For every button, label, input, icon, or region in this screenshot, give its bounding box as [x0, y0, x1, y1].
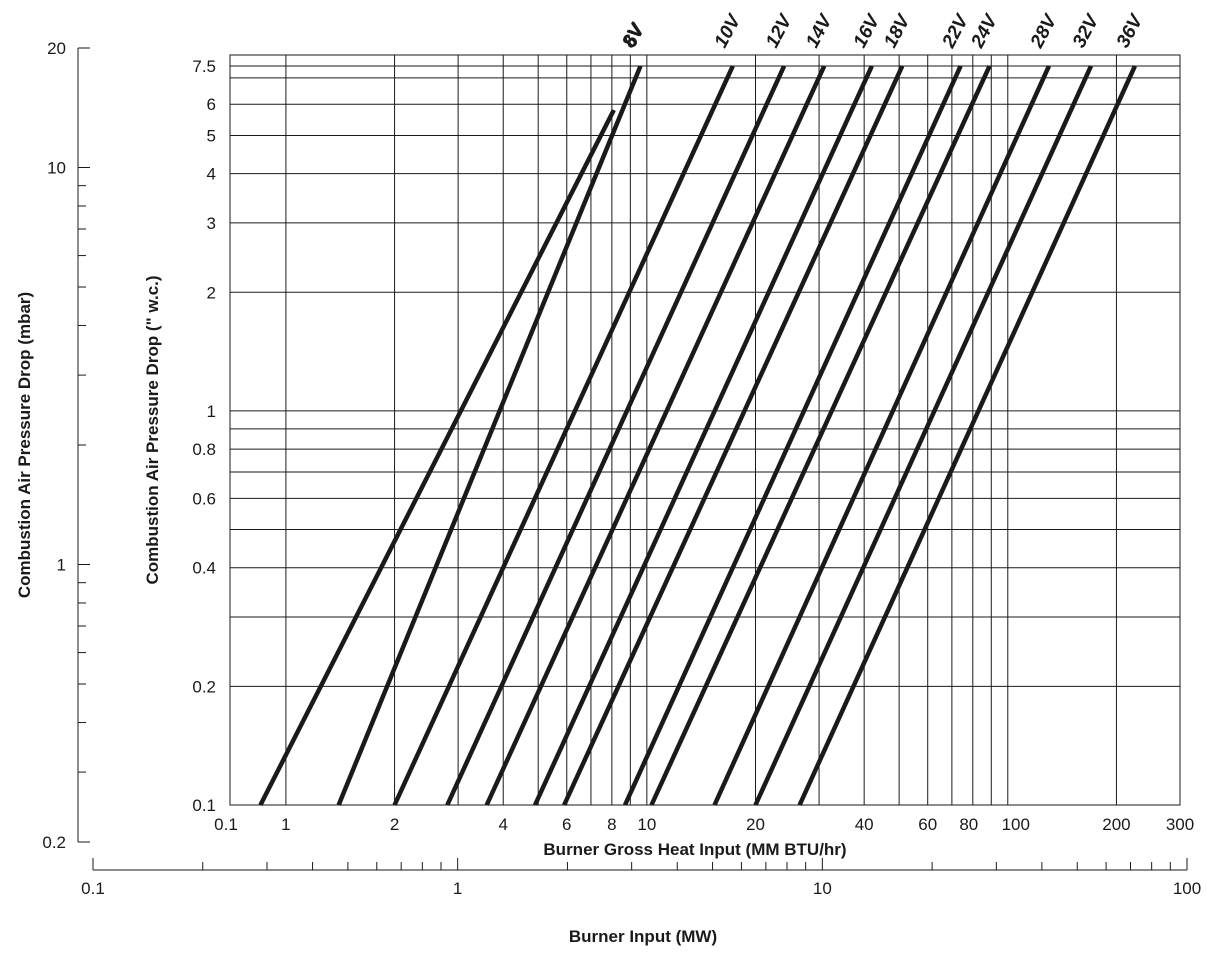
x-tick-label: 60: [918, 815, 937, 834]
y-tick-label: 1: [207, 402, 216, 421]
x-axis-title: Burner Gross Heat Input (MM BTU/hr): [543, 840, 846, 859]
x-tick-label: 20: [746, 815, 765, 834]
series-line-32V: [753, 65, 1094, 806]
series-line-8V: [336, 65, 643, 806]
series-line-6V: [258, 109, 616, 807]
series-label-18V: 18V: [880, 10, 915, 51]
series-label-12V: 12V: [762, 10, 797, 51]
x-tick-label: 300: [1166, 815, 1194, 834]
y-tick-label: 6: [207, 95, 216, 114]
bottom-axis-tick-label: 0.1: [81, 879, 105, 898]
series-line-28V: [712, 65, 1051, 806]
series-line-24V: [649, 65, 992, 806]
x-tick-label: 100: [1002, 815, 1030, 834]
x-tick-label: 80: [959, 815, 978, 834]
series-label-36V: 36V: [1113, 10, 1148, 51]
series-label-24V: 24V: [967, 10, 1003, 52]
series-line-16V: [532, 65, 874, 806]
left-axis-tick-label: 1: [57, 556, 66, 575]
left-axis-title: Combustion Air Pressure Drop (mbar): [15, 292, 34, 598]
series-label-16V: 16V: [850, 10, 885, 51]
x-tick-label: 2: [390, 815, 399, 834]
y-tick-label: 4: [207, 165, 216, 184]
x-tick-label: 1: [281, 815, 290, 834]
y-tick-label: 0.1: [192, 796, 216, 815]
x-tick-label: 40: [855, 815, 874, 834]
y-tick-label: 0.4: [192, 559, 216, 578]
y-tick-label: 0.6: [192, 489, 216, 508]
left-axis-tick-label: 10: [47, 159, 66, 178]
series-line-10V: [392, 65, 735, 806]
x-tick-label: 8: [607, 815, 616, 834]
x-tick-label: 0.1: [214, 815, 238, 834]
series-label-32V: 32V: [1069, 10, 1104, 51]
left-axis-tick-label: 0.2: [42, 833, 66, 852]
y-tick-label: 0.2: [192, 677, 216, 696]
x-tick-label: 4: [498, 815, 507, 834]
series-label-10V: 10V: [711, 10, 746, 51]
series-line-14V: [484, 65, 827, 806]
series-line-22V: [622, 65, 963, 806]
bottom-axis-tick-label: 1: [453, 879, 462, 898]
x-tick-label: 10: [637, 815, 656, 834]
series-label-14V: 14V: [802, 10, 837, 51]
left-axis-tick-label: 20: [47, 39, 66, 58]
series-line-36V: [797, 65, 1137, 806]
y-tick-label: 3: [207, 214, 216, 233]
series-label-22V: 22V: [938, 10, 974, 52]
series-label-8V: 8V: [618, 20, 648, 52]
bottom-axis-tick-label: 100: [1173, 879, 1201, 898]
series-line-18V: [562, 65, 905, 806]
x-tick-label: 200: [1102, 815, 1130, 834]
y-tick-label: 5: [207, 126, 216, 145]
series-line-12V: [445, 65, 787, 806]
series-label-28V: 28V: [1026, 10, 1062, 52]
y-tick-label: 0.8: [192, 440, 216, 459]
x-tick-label: 6: [562, 815, 571, 834]
y-tick-label: 7.5: [192, 57, 216, 76]
y-tick-label: 2: [207, 283, 216, 302]
y-axis-title: Combustion Air Pressure Drop (" w.c.): [143, 275, 162, 584]
bottom-axis-title: Burner Input (MW): [569, 927, 717, 946]
bottom-axis-tick-label: 10: [813, 879, 832, 898]
plot-frame: [229, 54, 1181, 806]
